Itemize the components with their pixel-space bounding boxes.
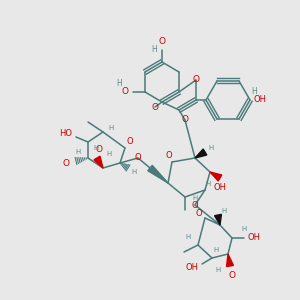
Text: H: H: [208, 145, 214, 151]
Text: O: O: [229, 272, 236, 280]
Text: H: H: [242, 226, 247, 232]
Text: H: H: [192, 195, 198, 201]
Text: O: O: [193, 76, 200, 85]
Polygon shape: [195, 149, 207, 158]
Polygon shape: [214, 214, 221, 225]
Text: O: O: [182, 116, 188, 124]
Text: H: H: [221, 208, 226, 214]
Text: H: H: [75, 149, 81, 155]
Text: O: O: [192, 200, 198, 209]
Text: H: H: [213, 247, 219, 253]
Text: O: O: [122, 88, 128, 97]
Text: H: H: [131, 169, 136, 175]
Text: OH: OH: [185, 263, 199, 272]
Text: H: H: [116, 80, 122, 88]
Text: O: O: [62, 160, 70, 169]
Text: O: O: [135, 154, 141, 163]
Text: H: H: [108, 125, 114, 131]
Text: O: O: [127, 137, 133, 146]
Text: O: O: [158, 38, 166, 46]
Text: H: H: [206, 181, 211, 187]
Text: H: H: [93, 145, 99, 151]
Polygon shape: [226, 254, 233, 267]
Text: O: O: [152, 103, 158, 112]
Polygon shape: [210, 172, 222, 181]
Text: O: O: [166, 151, 172, 160]
Text: O: O: [196, 208, 202, 217]
Text: OH: OH: [254, 95, 266, 104]
Text: HO: HO: [59, 130, 73, 139]
Polygon shape: [148, 165, 168, 183]
Text: H: H: [151, 46, 157, 55]
Text: O: O: [95, 146, 103, 154]
Polygon shape: [94, 156, 103, 168]
Text: OH: OH: [214, 184, 226, 193]
Text: H: H: [251, 86, 257, 95]
Text: H: H: [215, 267, 220, 273]
Text: OH: OH: [248, 233, 260, 242]
Text: H: H: [106, 151, 112, 157]
Text: H: H: [185, 234, 190, 240]
